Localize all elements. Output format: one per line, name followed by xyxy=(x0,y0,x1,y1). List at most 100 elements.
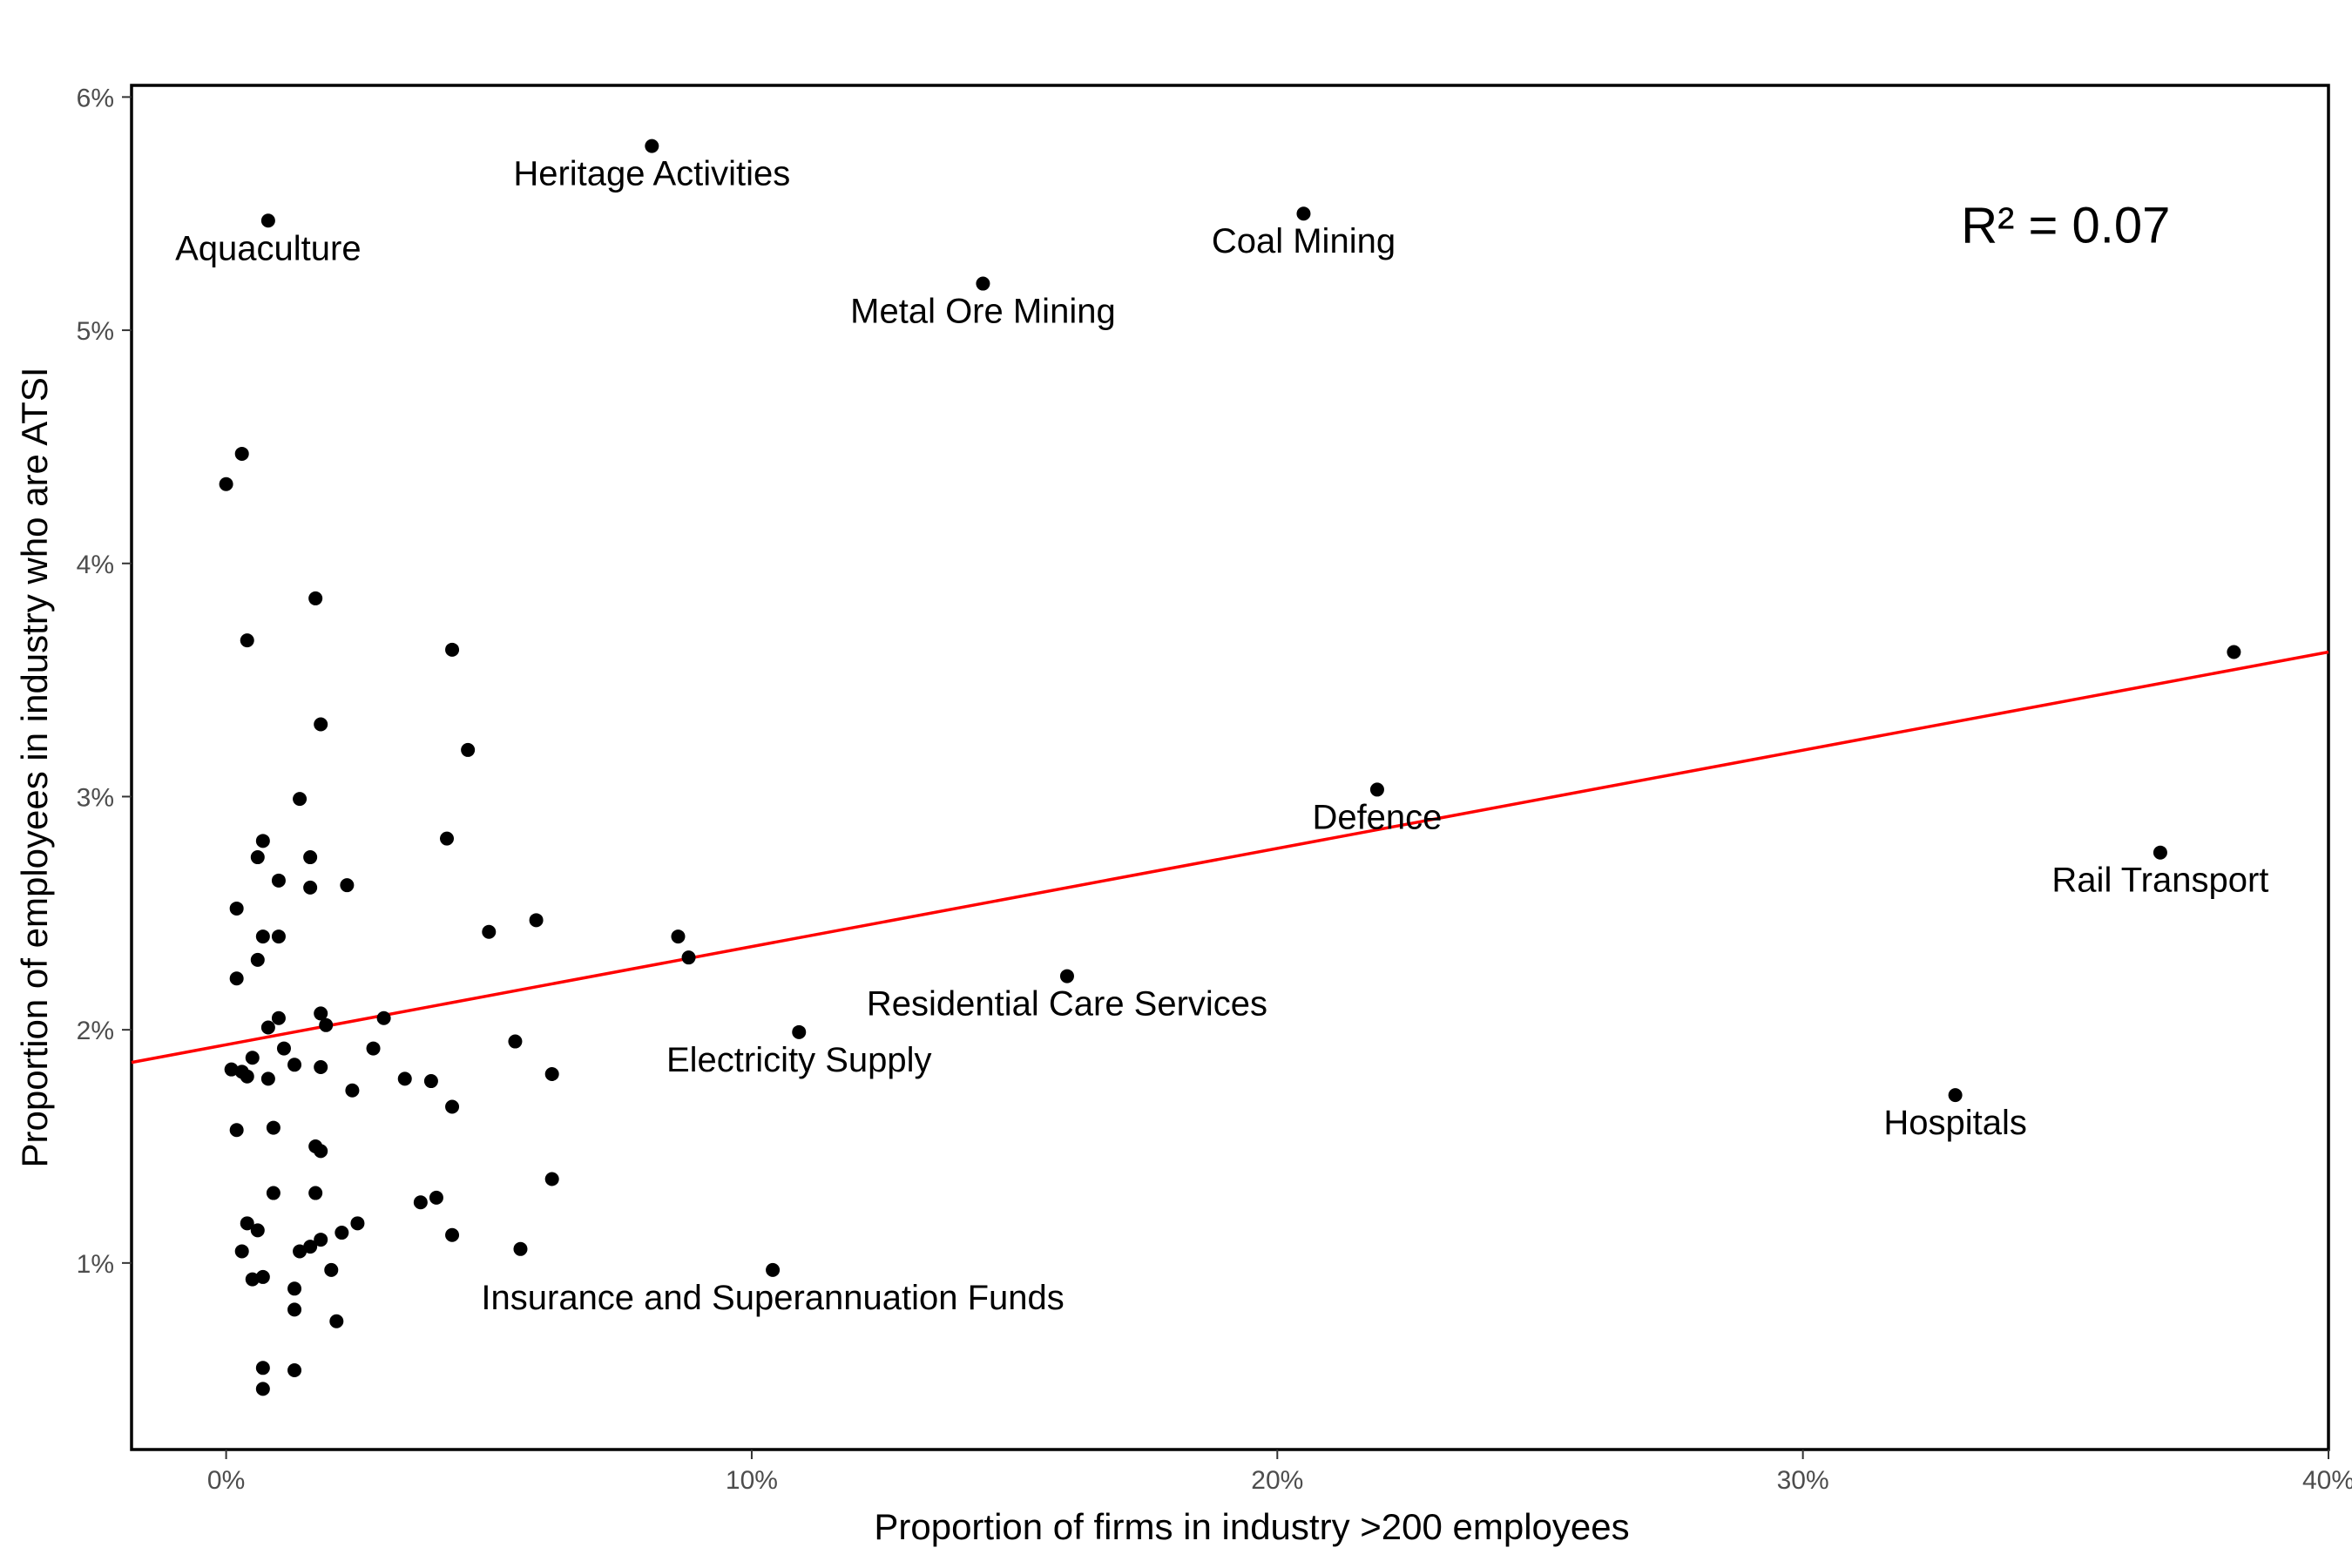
trend-line xyxy=(131,650,2329,1064)
y-tick-label: 4% xyxy=(77,551,114,579)
data-point xyxy=(229,1123,244,1138)
data-point xyxy=(276,1041,291,1056)
point-label: Defence xyxy=(1312,798,1442,836)
data-point xyxy=(345,1083,360,1098)
data-point xyxy=(250,952,265,967)
labeled-data-point xyxy=(976,276,990,291)
y-tick-label: 6% xyxy=(77,84,114,112)
data-point xyxy=(219,476,233,491)
y-tick-label: 3% xyxy=(77,783,114,812)
point-label: Electricity Supply xyxy=(666,1041,932,1079)
data-point xyxy=(429,1190,443,1205)
data-point xyxy=(250,850,265,865)
data-point xyxy=(255,1361,270,1375)
data-point xyxy=(293,1244,308,1259)
data-point xyxy=(314,1059,328,1074)
data-point xyxy=(671,929,686,944)
data-point xyxy=(287,1281,302,1296)
data-point xyxy=(245,1051,260,1065)
labeled-data-point xyxy=(766,1262,781,1277)
data-point xyxy=(255,1269,270,1284)
labeled-data-point xyxy=(792,1024,807,1039)
x-tick-label: 40% xyxy=(2302,1466,2352,1495)
data-point xyxy=(271,1010,286,1025)
data-point xyxy=(329,1314,344,1328)
data-point xyxy=(544,1172,559,1186)
point-label: Hospitals xyxy=(1883,1104,2027,1142)
x-tick-label: 20% xyxy=(1251,1466,1303,1495)
y-tick-label: 2% xyxy=(77,1017,114,1045)
point-label: Metal Ore Mining xyxy=(850,293,1116,331)
data-point xyxy=(266,1186,280,1200)
data-point xyxy=(413,1195,428,1210)
data-point xyxy=(303,850,318,865)
point-label: Aquaculture xyxy=(175,229,361,267)
x-tick-label: 0% xyxy=(207,1466,245,1495)
data-point xyxy=(255,1382,270,1396)
data-point xyxy=(340,878,355,893)
data-point xyxy=(271,929,286,944)
data-point xyxy=(314,717,328,732)
point-labels-group: Heritage Activities Aquaculture Coal Minin… xyxy=(175,155,2268,1317)
r-squared-annotation: R² = 0.07 xyxy=(1961,198,2170,254)
point-label: Residential Care Services xyxy=(867,985,1267,1024)
data-point xyxy=(461,742,476,757)
labeled-data-point xyxy=(2153,845,2167,860)
x-axis: 0% 10% 20% 30% 40% xyxy=(207,1450,2352,1495)
data-point xyxy=(229,901,244,916)
x-tick-label: 30% xyxy=(1777,1466,1829,1495)
data-point xyxy=(314,1233,328,1247)
x-axis-title: Proportion of firms in industry >200 emp… xyxy=(874,1506,1629,1547)
point-label: Coal Mining xyxy=(1212,222,1396,260)
data-point xyxy=(308,591,323,605)
labeled-data-point xyxy=(1948,1088,1963,1103)
data-point xyxy=(544,1067,559,1082)
data-point xyxy=(445,642,460,657)
data-point xyxy=(397,1071,412,1086)
labeled-data-point xyxy=(1369,782,1384,797)
data-point xyxy=(350,1216,365,1231)
x-tick-label: 10% xyxy=(726,1466,778,1495)
data-point xyxy=(240,1216,254,1231)
data-point xyxy=(366,1041,381,1056)
data-point xyxy=(293,792,308,807)
data-point xyxy=(482,924,497,939)
data-point xyxy=(508,1034,523,1049)
labeled-data-point xyxy=(1059,969,1074,983)
y-axis-title: Proportion of employees in industry who … xyxy=(14,367,55,1167)
data-point xyxy=(319,1017,334,1032)
data-point xyxy=(314,1006,328,1021)
trend-line-group xyxy=(131,650,2329,1064)
data-point xyxy=(287,1058,302,1072)
point-label: Rail Transport xyxy=(2051,862,2268,900)
point-label: Insurance and Superannuation Funds xyxy=(481,1279,1064,1317)
data-point xyxy=(260,1020,275,1035)
points-group xyxy=(219,139,2241,1396)
point-label: Heritage Activities xyxy=(513,155,790,193)
data-point xyxy=(266,1120,280,1135)
data-point xyxy=(324,1262,339,1277)
data-point xyxy=(681,950,696,965)
y-tick-label: 5% xyxy=(77,317,114,346)
data-point xyxy=(445,1099,460,1114)
data-point xyxy=(445,1227,460,1242)
data-point xyxy=(287,1362,302,1377)
data-point xyxy=(376,1010,391,1025)
data-point xyxy=(229,971,244,986)
data-point xyxy=(529,913,544,928)
data-point xyxy=(240,1069,254,1084)
data-point xyxy=(260,1071,275,1086)
data-point xyxy=(335,1226,349,1240)
data-point xyxy=(234,1244,249,1259)
plot-panel xyxy=(130,84,2330,1451)
labeled-data-point xyxy=(1296,206,1311,221)
data-point xyxy=(513,1241,528,1256)
data-point xyxy=(287,1302,302,1317)
data-point xyxy=(303,880,318,895)
data-point xyxy=(255,929,270,944)
data-point xyxy=(440,831,455,846)
labeled-data-point xyxy=(260,213,275,228)
data-point xyxy=(271,873,286,888)
